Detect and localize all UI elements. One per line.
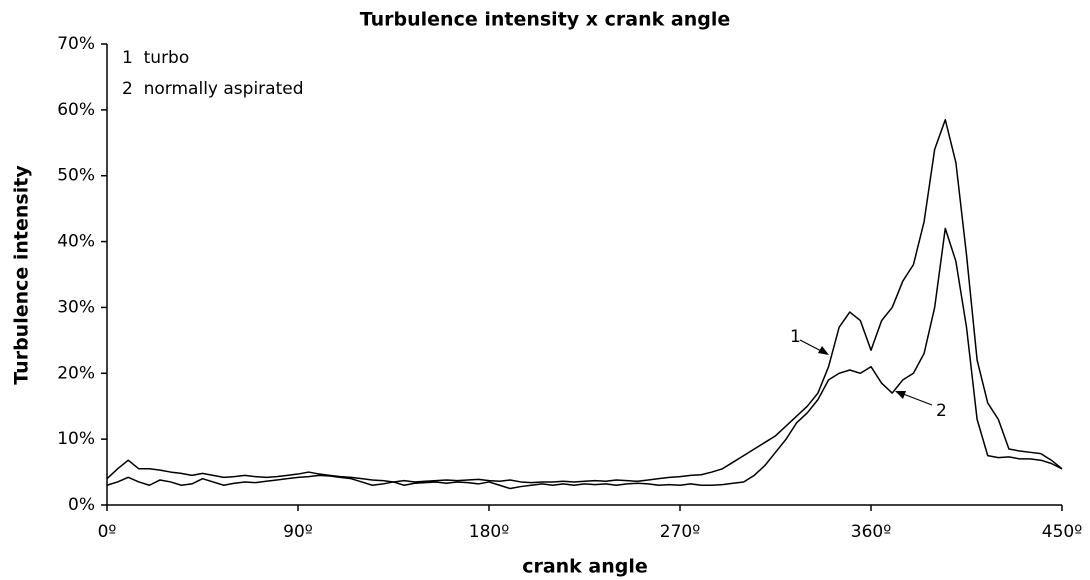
x-tick-label: 180º — [469, 522, 509, 542]
x-tick-label: 90º — [283, 522, 313, 542]
legend-label: 2 normally aspirated — [122, 79, 304, 99]
y-tick-label: 30% — [57, 297, 95, 317]
arrow-head — [895, 391, 906, 399]
x-tick-label: 450º — [1042, 522, 1082, 542]
chart-title: Turbulence intensity x crank angle — [360, 9, 730, 31]
x-axis-label: crank angle — [522, 556, 648, 578]
annotation: 2 — [936, 401, 947, 421]
series-line — [106, 227, 1063, 490]
annotation: 1 — [790, 327, 801, 347]
y-tick-label: 50% — [57, 166, 95, 186]
y-axis-label: Turbulence intensity — [11, 165, 33, 385]
x-tick-label: 0º — [98, 522, 117, 542]
series-line — [106, 118, 1063, 484]
y-tick-label: 70% — [57, 34, 95, 54]
y-tick-label: 40% — [57, 232, 95, 252]
y-tick-label: 10% — [57, 429, 95, 449]
y-tick-label: 20% — [57, 363, 95, 383]
y-tick-label: 60% — [57, 100, 95, 120]
legend-label: 1 turbo — [122, 48, 189, 68]
y-tick-label: 0% — [68, 495, 95, 515]
x-tick-label: 360º — [851, 522, 891, 542]
arrow-head — [818, 346, 829, 355]
x-tick-label: 270º — [660, 522, 700, 542]
